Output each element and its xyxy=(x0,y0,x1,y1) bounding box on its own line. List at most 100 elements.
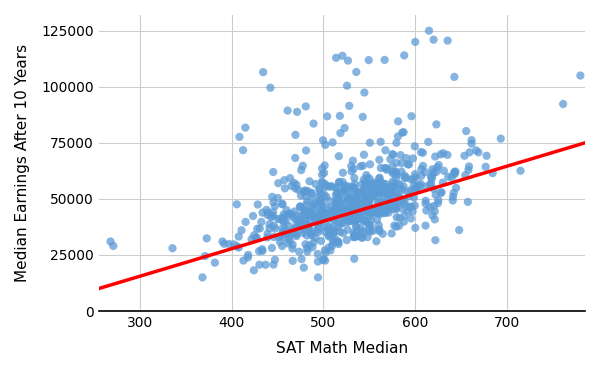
Point xyxy=(394,194,404,200)
Point xyxy=(374,181,383,187)
Point xyxy=(332,210,342,216)
Point xyxy=(374,205,383,211)
Point xyxy=(347,210,357,216)
Point xyxy=(362,192,372,198)
Point xyxy=(299,230,308,236)
Point xyxy=(280,226,290,232)
Point xyxy=(393,201,403,207)
Point xyxy=(396,152,406,158)
Point xyxy=(250,232,259,238)
Point xyxy=(202,235,212,241)
Point xyxy=(363,234,373,240)
Point xyxy=(167,245,177,251)
Point xyxy=(295,204,305,210)
Point xyxy=(278,215,288,221)
Point xyxy=(269,234,278,240)
Point xyxy=(335,130,345,136)
Point xyxy=(416,173,426,179)
Point xyxy=(311,235,320,241)
Point xyxy=(318,180,328,186)
Point xyxy=(281,218,290,224)
Point xyxy=(395,215,404,221)
Point xyxy=(235,134,244,140)
Point xyxy=(273,195,283,201)
Point xyxy=(333,184,343,190)
Point xyxy=(322,183,331,189)
Point xyxy=(328,139,337,145)
Point xyxy=(253,226,262,232)
Point xyxy=(410,143,419,149)
Point xyxy=(254,262,264,267)
Point xyxy=(368,211,377,217)
Point xyxy=(433,164,442,170)
Point xyxy=(328,240,338,246)
Point xyxy=(376,190,386,196)
Point xyxy=(346,203,356,209)
Point xyxy=(382,189,392,195)
Point xyxy=(428,166,437,172)
Point xyxy=(338,207,348,213)
Point xyxy=(352,196,361,202)
Point xyxy=(229,242,239,247)
Point xyxy=(344,197,354,203)
Point xyxy=(289,226,299,232)
Point xyxy=(399,183,409,189)
Point xyxy=(310,228,320,234)
Point xyxy=(324,233,334,239)
Point xyxy=(398,197,408,203)
Point xyxy=(377,191,387,197)
Point xyxy=(382,165,391,171)
Point xyxy=(447,174,457,180)
Point xyxy=(315,187,325,193)
Point xyxy=(364,222,374,228)
Point xyxy=(412,183,422,189)
Point xyxy=(351,204,361,210)
Point xyxy=(301,148,311,154)
Point xyxy=(296,204,306,210)
Point xyxy=(323,217,332,223)
Point xyxy=(373,181,382,187)
Point xyxy=(411,185,421,191)
Point xyxy=(338,179,347,185)
Point xyxy=(438,180,448,186)
Point xyxy=(269,199,278,205)
Point xyxy=(331,199,341,205)
Point xyxy=(287,211,296,217)
Point xyxy=(350,234,359,240)
Point xyxy=(334,197,343,203)
Point xyxy=(416,149,426,155)
Point xyxy=(350,196,360,201)
Point xyxy=(328,243,337,249)
Point xyxy=(372,190,382,196)
Point xyxy=(278,201,287,207)
Point xyxy=(292,231,301,237)
Point xyxy=(314,223,323,229)
Point xyxy=(460,172,470,178)
Point xyxy=(284,211,294,217)
Point xyxy=(307,231,316,237)
Point xyxy=(316,197,325,203)
Point xyxy=(385,199,395,205)
Point xyxy=(358,163,368,169)
Point xyxy=(429,203,439,209)
Point xyxy=(428,213,437,219)
Point xyxy=(309,121,319,127)
Point xyxy=(316,238,326,244)
Point xyxy=(298,163,308,169)
Point xyxy=(383,190,392,196)
Point xyxy=(334,219,344,224)
Point xyxy=(473,150,483,155)
Point xyxy=(399,219,409,225)
Point xyxy=(309,206,319,212)
Point xyxy=(302,233,311,239)
Point xyxy=(304,212,314,218)
Point xyxy=(284,234,293,240)
Point xyxy=(311,181,320,187)
Point xyxy=(314,219,323,225)
Point xyxy=(315,220,325,226)
Point xyxy=(467,141,476,147)
Point xyxy=(268,213,277,219)
Point xyxy=(346,163,356,169)
Point xyxy=(391,169,401,175)
Point xyxy=(322,114,332,119)
